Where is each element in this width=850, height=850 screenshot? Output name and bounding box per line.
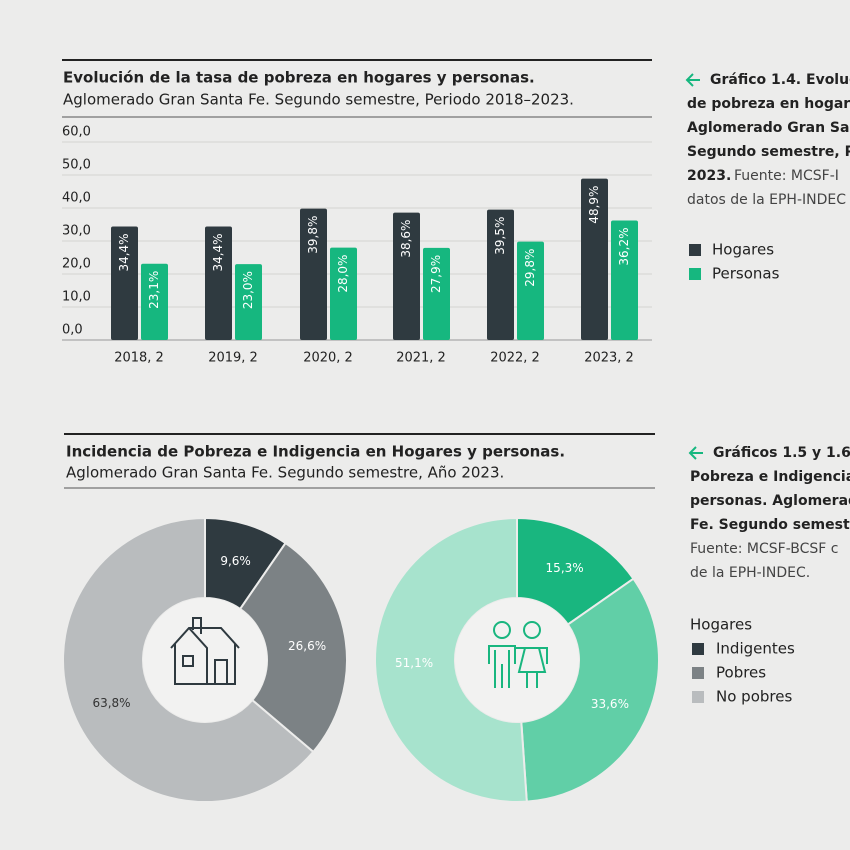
value-label: 34,4% bbox=[211, 233, 225, 271]
chart-subtitle: Aglomerado Gran Santa Fe. Segundo semest… bbox=[63, 91, 574, 109]
value-label: 23,1% bbox=[147, 271, 161, 309]
bar bbox=[393, 212, 420, 340]
value-label: 28,0% bbox=[336, 255, 350, 293]
legend-swatch bbox=[689, 244, 701, 256]
legend-swatch bbox=[692, 643, 704, 655]
y-tick-label: 10,0 bbox=[62, 290, 91, 305]
chart-title: Evolución de la tasa de pobreza en hogar… bbox=[63, 69, 535, 87]
caption-line: Fuente: MCSF-BCSF c bbox=[690, 541, 838, 557]
value-label: 51,1% bbox=[395, 656, 433, 670]
bar bbox=[581, 178, 608, 340]
bar bbox=[141, 263, 168, 340]
chart-title: Incidencia de Pobreza e Indigencia en Ho… bbox=[66, 443, 565, 461]
chart-subtitle: Aglomerado Gran Santa Fe. Segundo semest… bbox=[66, 464, 504, 482]
caption-heading: Gráfico 1.4. Evoluc bbox=[710, 72, 850, 88]
caption-line: 2023. bbox=[687, 168, 731, 184]
value-label: 48,9% bbox=[587, 186, 601, 224]
legend-swatch bbox=[689, 268, 701, 280]
x-tick-label: 2022, 2 bbox=[490, 351, 540, 366]
people-icon bbox=[488, 621, 548, 688]
y-tick-label: 50,0 bbox=[62, 158, 91, 173]
value-label: 23,0% bbox=[241, 271, 255, 309]
bar bbox=[111, 226, 138, 340]
caption-line: de la EPH-INDEC. bbox=[690, 565, 810, 581]
caption-line: datos de la EPH-INDEC bbox=[687, 192, 846, 208]
x-tick-label: 2023, 2 bbox=[584, 351, 634, 366]
y-tick-label: 40,0 bbox=[62, 191, 91, 206]
value-label: 38,6% bbox=[399, 220, 413, 258]
value-label: 29,8% bbox=[523, 249, 537, 287]
caption-line: Fe. Segundo semestr bbox=[690, 517, 850, 533]
bar bbox=[300, 208, 327, 340]
x-tick-label: 2020, 2 bbox=[303, 351, 353, 366]
bar bbox=[330, 247, 357, 340]
caption-heading: Gráficos 1.5 y 1.6. bbox=[713, 445, 850, 461]
y-tick-label: 30,0 bbox=[62, 224, 91, 239]
legend-label: Personas bbox=[712, 265, 780, 283]
y-tick-label: 0,0 bbox=[62, 323, 83, 338]
bar bbox=[517, 241, 544, 340]
caption-line: Aglomerado Gran San bbox=[687, 120, 850, 136]
house-icon bbox=[170, 617, 240, 685]
bar bbox=[423, 247, 450, 340]
x-tick-label: 2019, 2 bbox=[208, 351, 258, 366]
bar bbox=[235, 264, 262, 340]
legend-swatch bbox=[692, 691, 704, 703]
value-label: 39,5% bbox=[493, 217, 507, 255]
caption-line: Segundo semestre, P bbox=[687, 144, 850, 160]
legend-label: Hogares bbox=[712, 241, 774, 259]
y-tick-label: 60,0 bbox=[62, 125, 91, 140]
x-tick-label: 2021, 2 bbox=[396, 351, 446, 366]
charts: 0,0 10,0 20,0 30,0 40,0 50,0 60,0 2018, 2 34,4% 2… bbox=[62, 72, 850, 803]
x-tick-label: 2018, 2 bbox=[114, 351, 164, 366]
arrow-icon bbox=[685, 73, 700, 87]
legend-label: No pobres bbox=[716, 688, 792, 706]
bar bbox=[487, 209, 514, 340]
caption-line: Fuente: MCSF-I bbox=[734, 168, 839, 184]
value-label: 34,4% bbox=[117, 233, 131, 271]
legend-label: Indigentes bbox=[716, 640, 795, 658]
value-label: 63,8% bbox=[92, 696, 130, 710]
arrow-icon bbox=[688, 446, 703, 460]
caption-line: personas. Aglomerad bbox=[690, 493, 850, 509]
donut-hole bbox=[455, 598, 579, 722]
caption-line: Pobreza e Indigencia bbox=[690, 469, 850, 485]
value-label: 39,8% bbox=[306, 216, 320, 254]
value-label: 26,6% bbox=[288, 639, 326, 653]
value-label: 36,2% bbox=[617, 227, 631, 265]
value-label: 27,9% bbox=[429, 255, 443, 293]
legend-swatch bbox=[692, 667, 704, 679]
caption-line: de pobreza en hogare bbox=[687, 96, 850, 112]
value-label: 33,6% bbox=[591, 697, 629, 711]
legend-label: Pobres bbox=[716, 664, 766, 682]
y-tick-label: 20,0 bbox=[62, 257, 91, 272]
donut-hole bbox=[143, 598, 267, 722]
value-label: 9,6% bbox=[220, 554, 251, 568]
legend-title: Hogares bbox=[690, 616, 752, 634]
value-label: 15,3% bbox=[546, 561, 584, 575]
bar bbox=[611, 220, 638, 340]
bar bbox=[205, 226, 232, 340]
donut-slice bbox=[62, 516, 315, 803]
